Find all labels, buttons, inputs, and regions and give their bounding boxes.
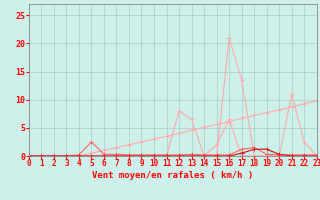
- X-axis label: Vent moyen/en rafales ( km/h ): Vent moyen/en rafales ( km/h ): [92, 171, 253, 180]
